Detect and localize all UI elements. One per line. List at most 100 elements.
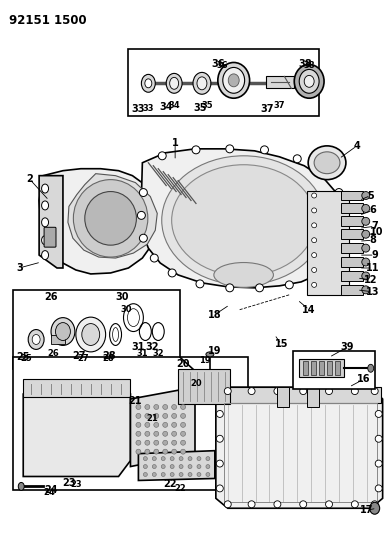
Text: 27: 27 [77, 354, 88, 364]
Ellipse shape [168, 269, 176, 277]
Text: 5: 5 [367, 190, 374, 200]
Ellipse shape [335, 189, 343, 197]
Ellipse shape [82, 324, 100, 345]
Bar [341, 257, 363, 267]
Text: 35: 35 [201, 101, 213, 110]
Ellipse shape [180, 449, 185, 454]
Bar [51, 335, 65, 344]
Bar [13, 290, 180, 369]
Text: 35: 35 [193, 103, 207, 113]
Ellipse shape [139, 189, 147, 197]
Text: 1: 1 [172, 138, 178, 148]
Bar [23, 379, 130, 397]
Ellipse shape [362, 191, 370, 199]
Ellipse shape [161, 465, 165, 469]
Ellipse shape [224, 387, 231, 394]
Text: 8: 8 [369, 235, 376, 245]
Ellipse shape [145, 440, 150, 445]
Text: 20: 20 [176, 359, 190, 369]
Text: 16: 16 [357, 374, 371, 384]
Ellipse shape [375, 485, 382, 492]
Bar [128, 49, 319, 116]
Ellipse shape [171, 414, 177, 418]
Bar [341, 204, 363, 213]
Text: 22: 22 [174, 484, 186, 494]
Text: 18: 18 [208, 310, 222, 320]
Ellipse shape [312, 282, 317, 287]
Ellipse shape [18, 482, 24, 490]
Ellipse shape [161, 473, 165, 477]
Ellipse shape [179, 465, 183, 469]
Text: 4: 4 [353, 141, 360, 151]
Text: 9: 9 [371, 250, 378, 260]
Bar [319, 361, 324, 375]
Text: 14: 14 [302, 305, 316, 314]
Ellipse shape [32, 335, 40, 344]
Ellipse shape [136, 405, 141, 409]
Polygon shape [139, 451, 215, 480]
Ellipse shape [218, 62, 249, 98]
Text: 20: 20 [190, 379, 202, 388]
Text: 13: 13 [366, 287, 379, 297]
Ellipse shape [206, 457, 210, 461]
Text: 36: 36 [216, 61, 228, 70]
Ellipse shape [145, 414, 150, 418]
Text: 17: 17 [360, 505, 374, 515]
Ellipse shape [143, 465, 147, 469]
Ellipse shape [312, 253, 317, 257]
Ellipse shape [196, 280, 204, 288]
Ellipse shape [375, 410, 382, 417]
Ellipse shape [293, 155, 301, 163]
Text: 34: 34 [159, 102, 173, 112]
Ellipse shape [224, 501, 231, 508]
Ellipse shape [128, 309, 139, 327]
Ellipse shape [362, 205, 370, 212]
Ellipse shape [304, 75, 314, 87]
Ellipse shape [171, 449, 177, 454]
Ellipse shape [217, 485, 223, 492]
Text: 6: 6 [369, 205, 376, 215]
Ellipse shape [226, 145, 234, 153]
Bar [327, 361, 332, 375]
Ellipse shape [274, 387, 281, 394]
Ellipse shape [139, 234, 147, 242]
Ellipse shape [171, 422, 177, 427]
Bar [335, 361, 340, 375]
Ellipse shape [150, 254, 158, 262]
Bar [277, 387, 289, 407]
Text: 15: 15 [275, 340, 288, 350]
Text: 37: 37 [274, 101, 285, 110]
Ellipse shape [145, 79, 152, 88]
Ellipse shape [154, 449, 159, 454]
Text: 21: 21 [129, 396, 142, 406]
Ellipse shape [171, 440, 177, 445]
Ellipse shape [152, 473, 156, 477]
Ellipse shape [145, 422, 150, 427]
Ellipse shape [197, 77, 207, 90]
Text: 92151 1500: 92151 1500 [9, 14, 87, 27]
Text: 12: 12 [364, 275, 378, 285]
Ellipse shape [197, 473, 201, 477]
Ellipse shape [145, 449, 150, 454]
Ellipse shape [143, 457, 147, 461]
Ellipse shape [217, 410, 223, 417]
Text: 26: 26 [47, 350, 59, 358]
Text: 26: 26 [44, 292, 58, 302]
Ellipse shape [370, 502, 380, 514]
Ellipse shape [300, 501, 307, 508]
Ellipse shape [42, 201, 48, 210]
Bar [341, 229, 363, 239]
Ellipse shape [154, 405, 159, 409]
Ellipse shape [327, 257, 335, 265]
Text: 11: 11 [366, 263, 379, 273]
Ellipse shape [171, 165, 315, 276]
Ellipse shape [55, 322, 70, 341]
Ellipse shape [206, 352, 214, 357]
Ellipse shape [256, 284, 263, 292]
Ellipse shape [136, 431, 141, 437]
Ellipse shape [179, 473, 183, 477]
Text: 33: 33 [142, 104, 154, 113]
Ellipse shape [362, 230, 370, 238]
Ellipse shape [188, 457, 192, 461]
Ellipse shape [223, 68, 245, 93]
